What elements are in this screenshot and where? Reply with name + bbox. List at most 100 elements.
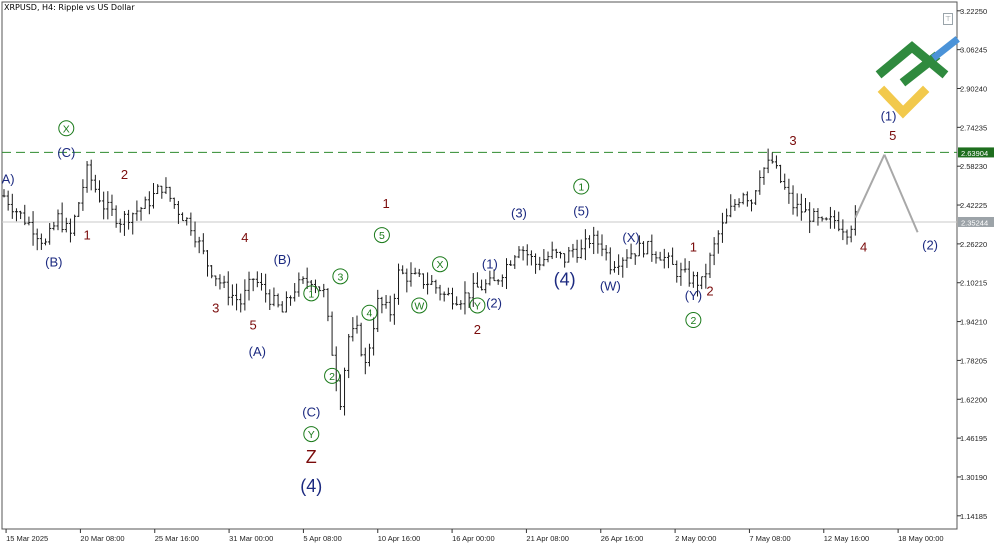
y-tick-label: 3.06245 — [960, 46, 987, 55]
ohlc-bar — [143, 196, 147, 209]
wave-label: (C) — [57, 145, 75, 160]
y-tick-label: 2.26220 — [960, 240, 987, 249]
ohlc-bar — [849, 225, 853, 243]
y-tick-label: 2.10215 — [960, 279, 987, 288]
wave-label-circle — [332, 268, 349, 285]
ohlc-bar — [218, 274, 222, 290]
wave-label: (4) — [300, 476, 322, 496]
plot-frame — [1, 1, 958, 530]
wave-label: 3 — [337, 271, 343, 283]
ohlc-bar — [646, 240, 650, 255]
ohlc-bar — [724, 208, 729, 224]
ohlc-bar — [617, 254, 621, 275]
ohlc-bar — [118, 218, 122, 233]
wave-label: 1 — [578, 182, 584, 194]
x-tick-label: 25 Mar 16:00 — [155, 534, 199, 543]
ohlc-bar — [612, 261, 617, 273]
ohlc-bar — [338, 374, 342, 411]
ohlc-bar — [621, 257, 625, 278]
chart-title: XRPUSD, H4: Ripple vs US Dollar — [4, 3, 135, 12]
ohlc-bar — [417, 268, 421, 277]
ohlc-bar — [384, 295, 388, 309]
ohlc-bar — [479, 279, 484, 291]
x-tick-label: 31 Mar 00:00 — [229, 534, 273, 543]
chart-corner-icon[interactable]: ⊤ — [943, 13, 953, 25]
wave-label: 4 — [367, 308, 373, 320]
ohlc-bar — [683, 258, 687, 273]
ohlc-bar — [172, 197, 176, 209]
ohlc-bar — [554, 248, 558, 258]
ohlc-bar — [654, 251, 658, 264]
x-tick-label: 7 May 08:00 — [749, 534, 790, 543]
wave-label: W — [414, 300, 424, 312]
ohlc-bar — [558, 251, 563, 259]
wave-label: (4) — [554, 270, 576, 290]
brand-logo-icon — [875, 36, 960, 119]
y-tick-label: 1.30190 — [960, 473, 987, 482]
wave-label: (B) — [45, 254, 62, 269]
ohlc-bar — [372, 317, 376, 356]
ohlc-bar — [434, 279, 438, 294]
ohlc-bar — [425, 272, 430, 295]
ohlc-bar — [114, 205, 118, 228]
ohlc-bar — [550, 241, 554, 260]
ohlc-bar — [180, 212, 185, 222]
ohlc-bar — [488, 270, 492, 286]
ohlc-bar — [39, 233, 43, 250]
ohlc-bar — [799, 193, 803, 221]
y-tick-label: 2.90240 — [960, 85, 987, 94]
ohlc-bar — [695, 271, 700, 297]
x-tick-label: 18 May 00:00 — [898, 534, 943, 543]
ohlc-bar — [787, 178, 791, 204]
ohlc-bar — [160, 185, 164, 199]
ohlc-bar — [222, 275, 226, 289]
ohlc-bar — [68, 218, 73, 243]
wave-label-circle — [573, 178, 590, 195]
ohlc-bar — [700, 276, 704, 290]
ohlc-bar — [629, 243, 633, 260]
ohlc-bar — [741, 192, 745, 205]
ohlc-bar — [326, 288, 330, 322]
ohlc-bar — [467, 292, 471, 309]
ohlc-bar — [778, 164, 783, 184]
ohlc-bar — [538, 256, 542, 271]
ohlc-bar — [305, 267, 309, 289]
wave-label: 4 — [241, 230, 248, 245]
ohlc-bar — [185, 217, 189, 226]
ohlc-bar — [243, 279, 247, 311]
ohlc-bar — [450, 287, 455, 310]
ohlc-bar — [64, 217, 68, 233]
wave-label: Y — [308, 429, 315, 441]
ohlc-bar — [135, 200, 139, 221]
y-tick-label: 1.94210 — [960, 318, 987, 327]
ohlc-bar — [205, 250, 210, 277]
ohlc-bar — [156, 184, 160, 195]
ohlc-bar — [484, 279, 488, 294]
ohlc-bar — [438, 284, 442, 301]
wave-label-circle — [685, 312, 702, 329]
ohlc-bar — [754, 190, 758, 206]
wave-label: X — [437, 259, 444, 271]
wave-label: 1 — [382, 196, 389, 211]
y-tick-label: 1.62200 — [960, 395, 987, 404]
ohlc-bar — [230, 284, 235, 306]
ohlc-bar — [56, 209, 60, 231]
wave-label: 2 — [121, 167, 128, 182]
wave-label-circle — [303, 426, 320, 443]
projection-lines — [854, 154, 919, 233]
projection-segment — [854, 154, 886, 219]
wave-label: 2 — [690, 315, 696, 327]
price-badge-label: 2.63904 — [961, 149, 988, 158]
ohlc-bar — [102, 191, 106, 220]
wave-label: (C) — [302, 405, 320, 420]
wave-label: 5 — [889, 128, 896, 143]
ohlc-bar — [762, 167, 766, 185]
ohlc-bar — [517, 246, 521, 259]
ohlc-bar — [791, 185, 795, 215]
ohlc-bar — [197, 236, 201, 254]
ohlc-bar — [475, 272, 480, 288]
ohlc-bar — [247, 271, 251, 301]
ohlc-bar — [658, 251, 662, 261]
